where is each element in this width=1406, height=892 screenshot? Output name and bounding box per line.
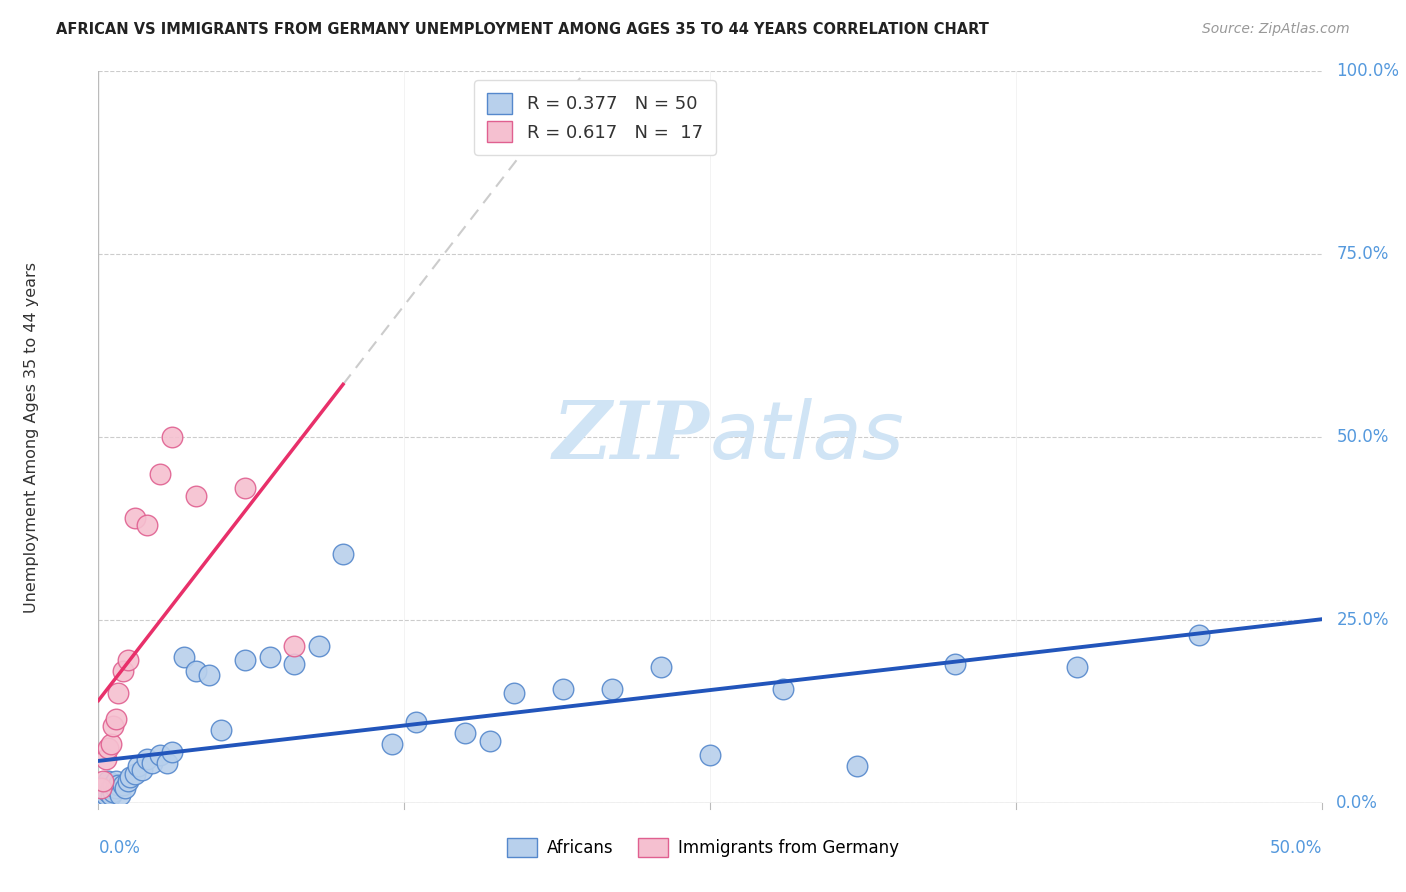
Point [209, 723, 232, 737]
Point [149, 467, 172, 481]
Point [1066, 660, 1088, 674]
Legend: Africans, Immigrants from Germany: Africans, Immigrants from Germany [498, 830, 908, 866]
Point [94, 752, 117, 766]
Point [120, 770, 142, 784]
Point [283, 657, 305, 671]
Point [97, 740, 120, 755]
Point [233, 481, 256, 495]
Point [114, 781, 136, 796]
Point [104, 712, 127, 726]
Point [90, 781, 112, 796]
Point [454, 726, 477, 740]
Point [131, 763, 153, 777]
Text: 25.0%: 25.0% [1336, 611, 1389, 629]
Point [197, 667, 219, 681]
Point [97, 785, 120, 799]
Point [553, 682, 575, 697]
Point [101, 785, 124, 799]
Text: AFRICAN VS IMMIGRANTS FROM GERMANY UNEMPLOYMENT AMONG AGES 35 TO 44 YEARS CORREL: AFRICAN VS IMMIGRANTS FROM GERMANY UNEMP… [56, 22, 988, 37]
Point [259, 649, 281, 664]
Point [503, 686, 526, 700]
Point [100, 781, 122, 796]
Point [186, 664, 208, 678]
Point [650, 660, 672, 674]
Point [111, 664, 134, 678]
Point [136, 517, 159, 532]
Point [600, 682, 623, 697]
Point [94, 789, 117, 803]
Point [149, 748, 172, 763]
Point [91, 773, 114, 788]
Point [283, 639, 305, 653]
Point [127, 759, 149, 773]
Text: 0.0%: 0.0% [98, 839, 141, 857]
Text: 50.0%: 50.0% [1270, 839, 1322, 857]
Point [117, 773, 139, 788]
Point [117, 653, 139, 667]
Point [104, 781, 127, 796]
Text: Source: ZipAtlas.com: Source: ZipAtlas.com [1202, 22, 1350, 37]
Text: 50.0%: 50.0% [1336, 428, 1389, 446]
Point [173, 649, 195, 664]
Point [100, 789, 122, 803]
Text: Unemployment Among Ages 35 to 44 years: Unemployment Among Ages 35 to 44 years [24, 261, 38, 613]
Point [156, 756, 179, 770]
Point [943, 657, 966, 671]
Point [136, 752, 159, 766]
Point [101, 778, 124, 792]
Point [186, 489, 208, 503]
Text: 100.0%: 100.0% [1336, 62, 1399, 80]
Point [91, 781, 114, 796]
Point [91, 785, 114, 799]
Point [97, 773, 120, 788]
Point [90, 789, 112, 803]
Point [107, 686, 129, 700]
Point [124, 766, 146, 780]
Point [101, 719, 124, 733]
Point [94, 778, 117, 792]
Point [160, 745, 183, 759]
Text: 75.0%: 75.0% [1336, 245, 1389, 263]
Legend: R = 0.377   N = 50, R = 0.617   N =  17: R = 0.377 N = 50, R = 0.617 N = 17 [474, 80, 716, 154]
Point [141, 756, 163, 770]
Point [478, 733, 501, 747]
Point [160, 430, 183, 444]
Point [104, 773, 127, 788]
Point [107, 778, 129, 792]
Point [332, 547, 354, 561]
Point [381, 737, 404, 751]
Point [308, 639, 330, 653]
Point [845, 759, 868, 773]
Point [405, 715, 427, 730]
Point [110, 789, 132, 803]
Point [1188, 627, 1211, 641]
Point [772, 682, 794, 697]
Point [100, 737, 122, 751]
Point [124, 510, 146, 524]
Text: atlas: atlas [710, 398, 905, 476]
Text: 0.0%: 0.0% [1336, 794, 1378, 812]
Text: ZIP: ZIP [553, 399, 710, 475]
Point [111, 778, 134, 792]
Point [699, 748, 721, 763]
Point [233, 653, 256, 667]
